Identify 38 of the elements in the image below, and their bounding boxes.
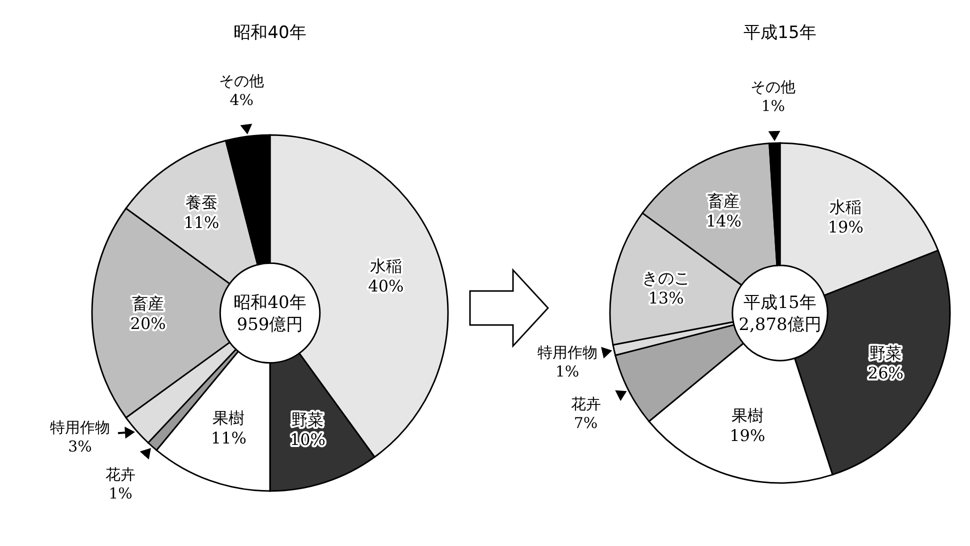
chart-title: 昭和40年	[234, 23, 306, 43]
chart-title: 平成15年	[744, 23, 816, 43]
slice-label: 特用作物	[50, 418, 110, 436]
data-label: 1%	[555, 362, 580, 381]
data-label: 14%	[706, 212, 742, 231]
text: 959億円	[236, 315, 304, 335]
text: 平成15年	[744, 293, 816, 313]
data-label: 7%	[574, 414, 598, 432]
slice-label: 野菜	[870, 344, 902, 363]
slice-label: 果樹	[212, 408, 245, 428]
slice-label: 水稲	[370, 256, 402, 276]
slice-label: 花卉	[570, 394, 601, 413]
slice-label: その他	[750, 78, 796, 96]
slice-label: 果樹	[731, 406, 764, 426]
data-label: 26%	[868, 364, 904, 383]
data-label: 11%	[184, 213, 220, 232]
data-label: 11%	[210, 428, 246, 448]
slice-label: 野菜	[292, 410, 324, 429]
slice-label: その他	[219, 72, 264, 90]
data-label: 1%	[108, 484, 132, 503]
slice-label: 特用作物	[537, 344, 598, 362]
slice-label: 花卉	[106, 466, 136, 484]
data-label: 19%	[828, 217, 864, 236]
data-label: 4%	[230, 90, 254, 109]
slice-label: 畜産	[132, 294, 164, 313]
text: 昭和40年	[234, 293, 306, 313]
slice-label: 養蚕	[185, 193, 218, 212]
data-label: 19%	[730, 426, 766, 446]
data-label: 1%	[761, 97, 786, 116]
data-label: 13%	[648, 288, 684, 308]
data-label: 3%	[68, 437, 92, 456]
data-label: 40%	[368, 276, 404, 296]
slice-label: 水稲	[830, 197, 862, 216]
data-label: 20%	[130, 314, 166, 333]
text: 2,878億円	[738, 315, 822, 335]
slice-label: きのこ	[642, 268, 690, 288]
slice-label: 畜産	[708, 192, 740, 211]
data-label: 10%	[290, 430, 326, 449]
